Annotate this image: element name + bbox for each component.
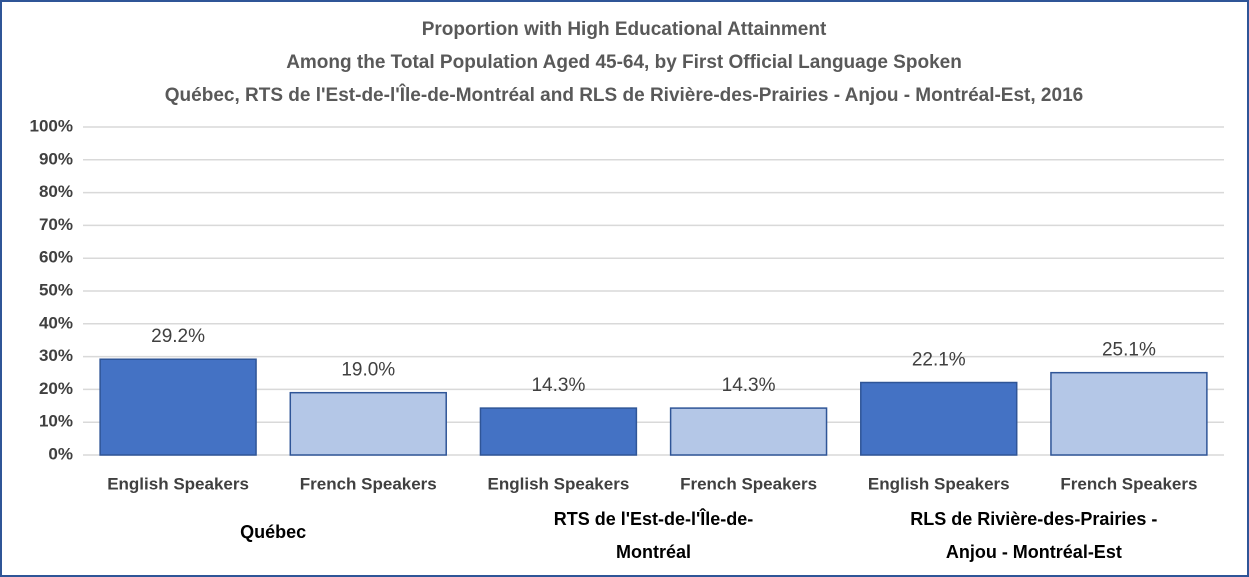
data-label: 22.1% bbox=[912, 350, 966, 371]
y-tick-label: 100% bbox=[30, 116, 73, 135]
bar bbox=[289, 391, 447, 456]
bar bbox=[1050, 371, 1208, 456]
y-tick-label: 40% bbox=[39, 313, 73, 332]
y-tick-label: 0% bbox=[48, 444, 73, 463]
group-label: Montréal bbox=[616, 542, 691, 562]
x-tick-label: French Speakers bbox=[1060, 474, 1197, 493]
group-label: Anjou - Montréal-Est bbox=[946, 542, 1122, 562]
data-label: 19.0% bbox=[341, 360, 395, 381]
y-tick-label: 50% bbox=[39, 280, 73, 299]
data-label: 14.3% bbox=[722, 375, 776, 396]
bar bbox=[669, 407, 828, 456]
chart-title: Proportion with High Educational Attainm… bbox=[422, 19, 827, 40]
group-label: RLS de Rivière-des-Prairies - bbox=[910, 509, 1157, 529]
data-label: 14.3% bbox=[531, 375, 585, 396]
y-tick-label: 90% bbox=[39, 149, 73, 168]
y-tick-label: 10% bbox=[39, 412, 73, 431]
bar bbox=[99, 358, 257, 456]
group-label: Québec bbox=[240, 522, 306, 542]
data-label: 29.2% bbox=[151, 326, 205, 347]
y-tick-label: 80% bbox=[39, 182, 73, 201]
chart-subtitle: Québec, RTS de l'Est-de-l'Île-de-Montréa… bbox=[165, 84, 1083, 106]
x-tick-label: English Speakers bbox=[107, 474, 249, 493]
data-label: 25.1% bbox=[1102, 340, 1156, 361]
y-tick-label: 70% bbox=[39, 215, 73, 234]
group-label: RTS de l'Est-de-l'Île-de- bbox=[554, 508, 754, 529]
y-tick-label: 60% bbox=[39, 248, 73, 267]
x-tick-label: French Speakers bbox=[300, 474, 437, 493]
x-tick-label: English Speakers bbox=[488, 474, 630, 493]
y-tick-label: 20% bbox=[39, 379, 73, 398]
bar bbox=[479, 407, 638, 456]
x-tick-label: English Speakers bbox=[868, 474, 1010, 493]
bar bbox=[860, 381, 1018, 456]
chart-subtitle: Among the Total Population Aged 45-64, b… bbox=[286, 52, 962, 73]
x-tick-label: French Speakers bbox=[680, 474, 817, 493]
y-tick-label: 30% bbox=[39, 346, 73, 365]
